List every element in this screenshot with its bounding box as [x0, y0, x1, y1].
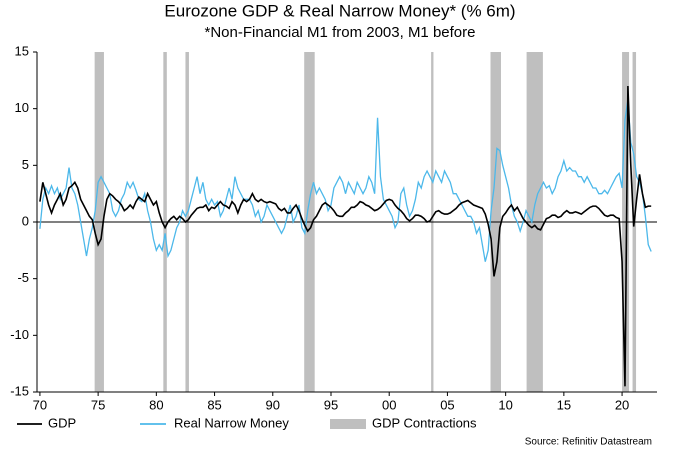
y-tick-label: -10	[10, 327, 29, 342]
series-line	[39, 99, 652, 262]
x-tick-label: 00	[382, 397, 396, 412]
series-line	[39, 85, 652, 387]
legend-swatch	[330, 419, 366, 429]
legend-label: Real Narrow Money	[174, 415, 289, 430]
x-tick-label: 20	[615, 397, 629, 412]
chart-title: Eurozone GDP & Real Narrow Money* (% 6m)	[164, 1, 515, 20]
x-tick-label: 90	[266, 397, 280, 412]
legend-label: GDP	[48, 415, 76, 430]
chart-subtitle: *Non-Financial M1 from 2003, M1 before	[205, 24, 476, 41]
y-tick-label: 0	[22, 213, 29, 228]
y-tick-label: 5	[22, 157, 29, 172]
y-tick-label: 15	[15, 43, 29, 58]
x-tick-label: 95	[324, 397, 338, 412]
x-tick-label: 15	[557, 397, 571, 412]
x-tick-label: 75	[91, 397, 105, 412]
x-tick-label: 70	[33, 397, 47, 412]
x-tick-label: 05	[440, 397, 454, 412]
x-tick-label: 85	[207, 397, 221, 412]
x-tick-label: 80	[149, 397, 163, 412]
x-tick-label: 10	[498, 397, 512, 412]
source-note: Source: Refinitiv Datastream	[525, 437, 652, 448]
y-tick-label: -5	[17, 270, 29, 285]
y-tick-label: 10	[15, 100, 29, 115]
legend-label: GDP Contractions	[372, 415, 477, 430]
y-tick-label: -15	[10, 383, 29, 398]
